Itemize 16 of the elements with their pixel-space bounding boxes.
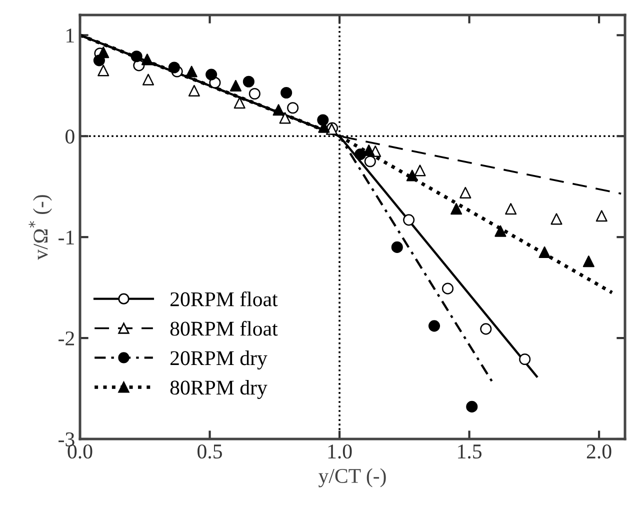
y-tick-label: -1 xyxy=(58,230,74,244)
legend-label: 80RPM float xyxy=(170,320,278,336)
y-tick-label: -3 xyxy=(58,432,74,446)
legend-label: 20RPM dry xyxy=(170,350,268,370)
x-tick-label: 1.5 xyxy=(458,444,482,459)
y-tick-label: -2 xyxy=(58,331,74,346)
x-axis-title: y/CT (-) xyxy=(318,468,386,488)
y-tick-label: 1 xyxy=(66,28,74,42)
x-tick-label: 1.0 xyxy=(328,444,352,459)
legend-label: 20RPM float xyxy=(170,291,278,306)
x-tick-label: 0.0 xyxy=(68,444,92,459)
y-axis-title: v/Ω$^{*}$ (-) xyxy=(28,195,52,260)
y-tick-label: 0 xyxy=(66,130,74,144)
x-tick-label: 2.0 xyxy=(586,444,612,459)
x-tick-label: 0.5 xyxy=(198,444,222,459)
legend-label: 80RPM dry xyxy=(170,380,268,399)
